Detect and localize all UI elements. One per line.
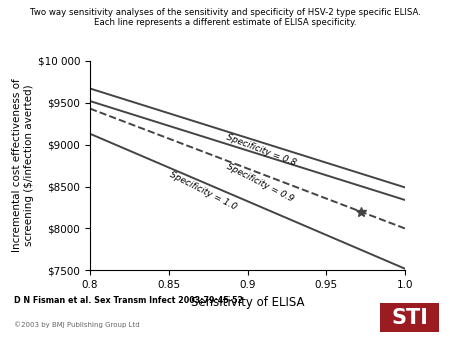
- Text: STI: STI: [391, 308, 428, 328]
- Text: Two way sensitivity analyses of the sensitivity and specificity of HSV-2 type sp: Two way sensitivity analyses of the sens…: [30, 8, 420, 18]
- Text: Specificity = 1.0: Specificity = 1.0: [168, 170, 238, 211]
- Y-axis label: Incremental cost effectiveness of
screening ($/infection averted): Incremental cost effectiveness of screen…: [12, 79, 34, 252]
- Text: ©2003 by BMJ Publishing Group Ltd: ©2003 by BMJ Publishing Group Ltd: [14, 321, 139, 328]
- Text: Specificity = 0.9: Specificity = 0.9: [225, 162, 295, 204]
- X-axis label: Sensitivity of ELISA: Sensitivity of ELISA: [191, 296, 304, 309]
- Text: Each line represents a different estimate of ELISA specificity.: Each line represents a different estimat…: [94, 18, 356, 27]
- Text: D N Fisman et al. Sex Transm Infect 2003;79:45-52: D N Fisman et al. Sex Transm Infect 2003…: [14, 295, 243, 305]
- Text: Specificity = 0.8: Specificity = 0.8: [225, 133, 298, 168]
